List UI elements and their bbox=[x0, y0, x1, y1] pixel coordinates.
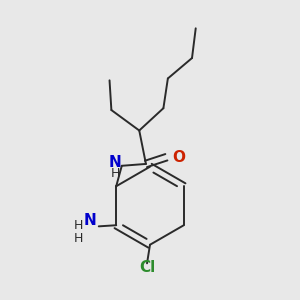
Text: N: N bbox=[84, 213, 97, 228]
Text: H: H bbox=[73, 219, 83, 232]
Text: N: N bbox=[109, 155, 122, 170]
Text: Cl: Cl bbox=[139, 260, 155, 275]
Text: H: H bbox=[73, 232, 83, 245]
Text: H: H bbox=[110, 167, 120, 181]
Text: O: O bbox=[172, 150, 185, 165]
